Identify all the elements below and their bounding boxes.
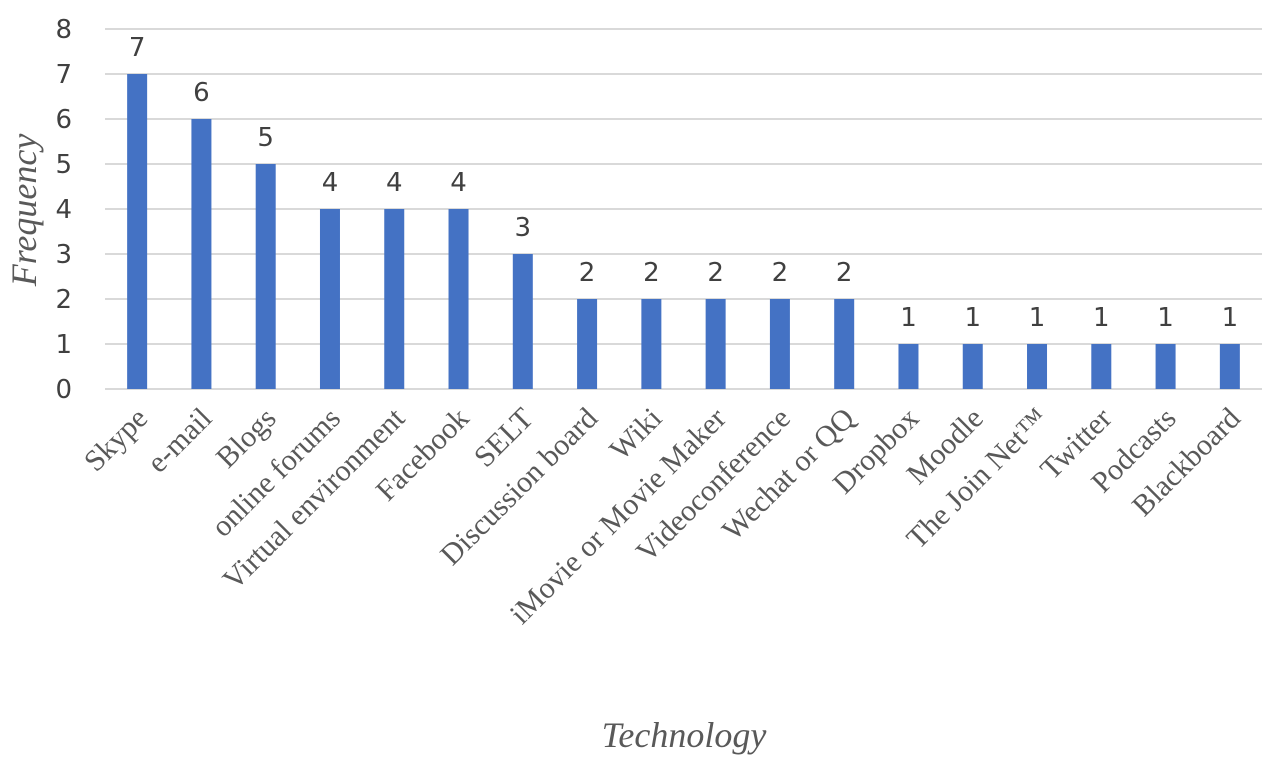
- bar: [384, 209, 405, 389]
- bar: [1027, 344, 1048, 389]
- bar: [255, 164, 276, 389]
- data-label: 1: [964, 303, 981, 333]
- data-label: 4: [450, 168, 467, 198]
- data-label: 2: [772, 258, 789, 288]
- y-tick-label: 6: [55, 105, 72, 135]
- bar: [962, 344, 983, 389]
- y-tick-label: 3: [55, 240, 72, 270]
- data-label: 1: [1222, 303, 1239, 333]
- data-label: 1: [900, 303, 917, 333]
- y-tick-label: 4: [55, 195, 72, 225]
- y-axis-title: Frequency: [4, 134, 44, 288]
- bar: [769, 299, 790, 389]
- data-label: 6: [193, 78, 210, 108]
- x-tick-label: Skype: [78, 402, 154, 478]
- bar: [127, 74, 148, 389]
- y-tick-label: 5: [55, 150, 72, 180]
- data-label: 2: [643, 258, 660, 288]
- bar: [1091, 344, 1112, 389]
- data-label: 2: [579, 258, 596, 288]
- data-labels: 7 6 5 4 4 4 3 2 2 2 2 2 1 1 1 1 1 1: [129, 33, 1238, 333]
- grid-lines: [105, 28, 1262, 390]
- data-label: 7: [129, 33, 146, 63]
- bar: [1219, 344, 1240, 389]
- y-tick-label: 7: [55, 60, 72, 90]
- y-axis-ticks: 0 1 2 3 4 5 6 7 8: [55, 15, 72, 405]
- bar: [191, 119, 212, 389]
- data-label: 3: [515, 213, 532, 243]
- y-tick-label: 8: [55, 15, 72, 45]
- y-tick-label: 0: [55, 375, 72, 405]
- y-tick-label: 1: [55, 330, 72, 360]
- x-tick-label: e-mail: [141, 402, 219, 480]
- data-label: 5: [257, 123, 274, 153]
- data-label: 1: [1093, 303, 1110, 333]
- y-tick-label: 2: [55, 285, 72, 315]
- data-label: 1: [1029, 303, 1046, 333]
- data-label: 2: [836, 258, 853, 288]
- bar: [1155, 344, 1176, 389]
- data-label: 1: [1157, 303, 1174, 333]
- x-axis-title: Technology: [602, 715, 767, 755]
- bar: [512, 254, 533, 389]
- bars: [127, 74, 1240, 389]
- bar: [705, 299, 726, 389]
- bar: [641, 299, 662, 389]
- bar: [577, 299, 598, 389]
- bar: [898, 344, 919, 389]
- data-label: 2: [707, 258, 724, 288]
- bar: [319, 209, 340, 389]
- bar: [448, 209, 469, 389]
- data-label: 4: [386, 168, 403, 198]
- data-label: 4: [322, 168, 339, 198]
- bar: [834, 299, 855, 389]
